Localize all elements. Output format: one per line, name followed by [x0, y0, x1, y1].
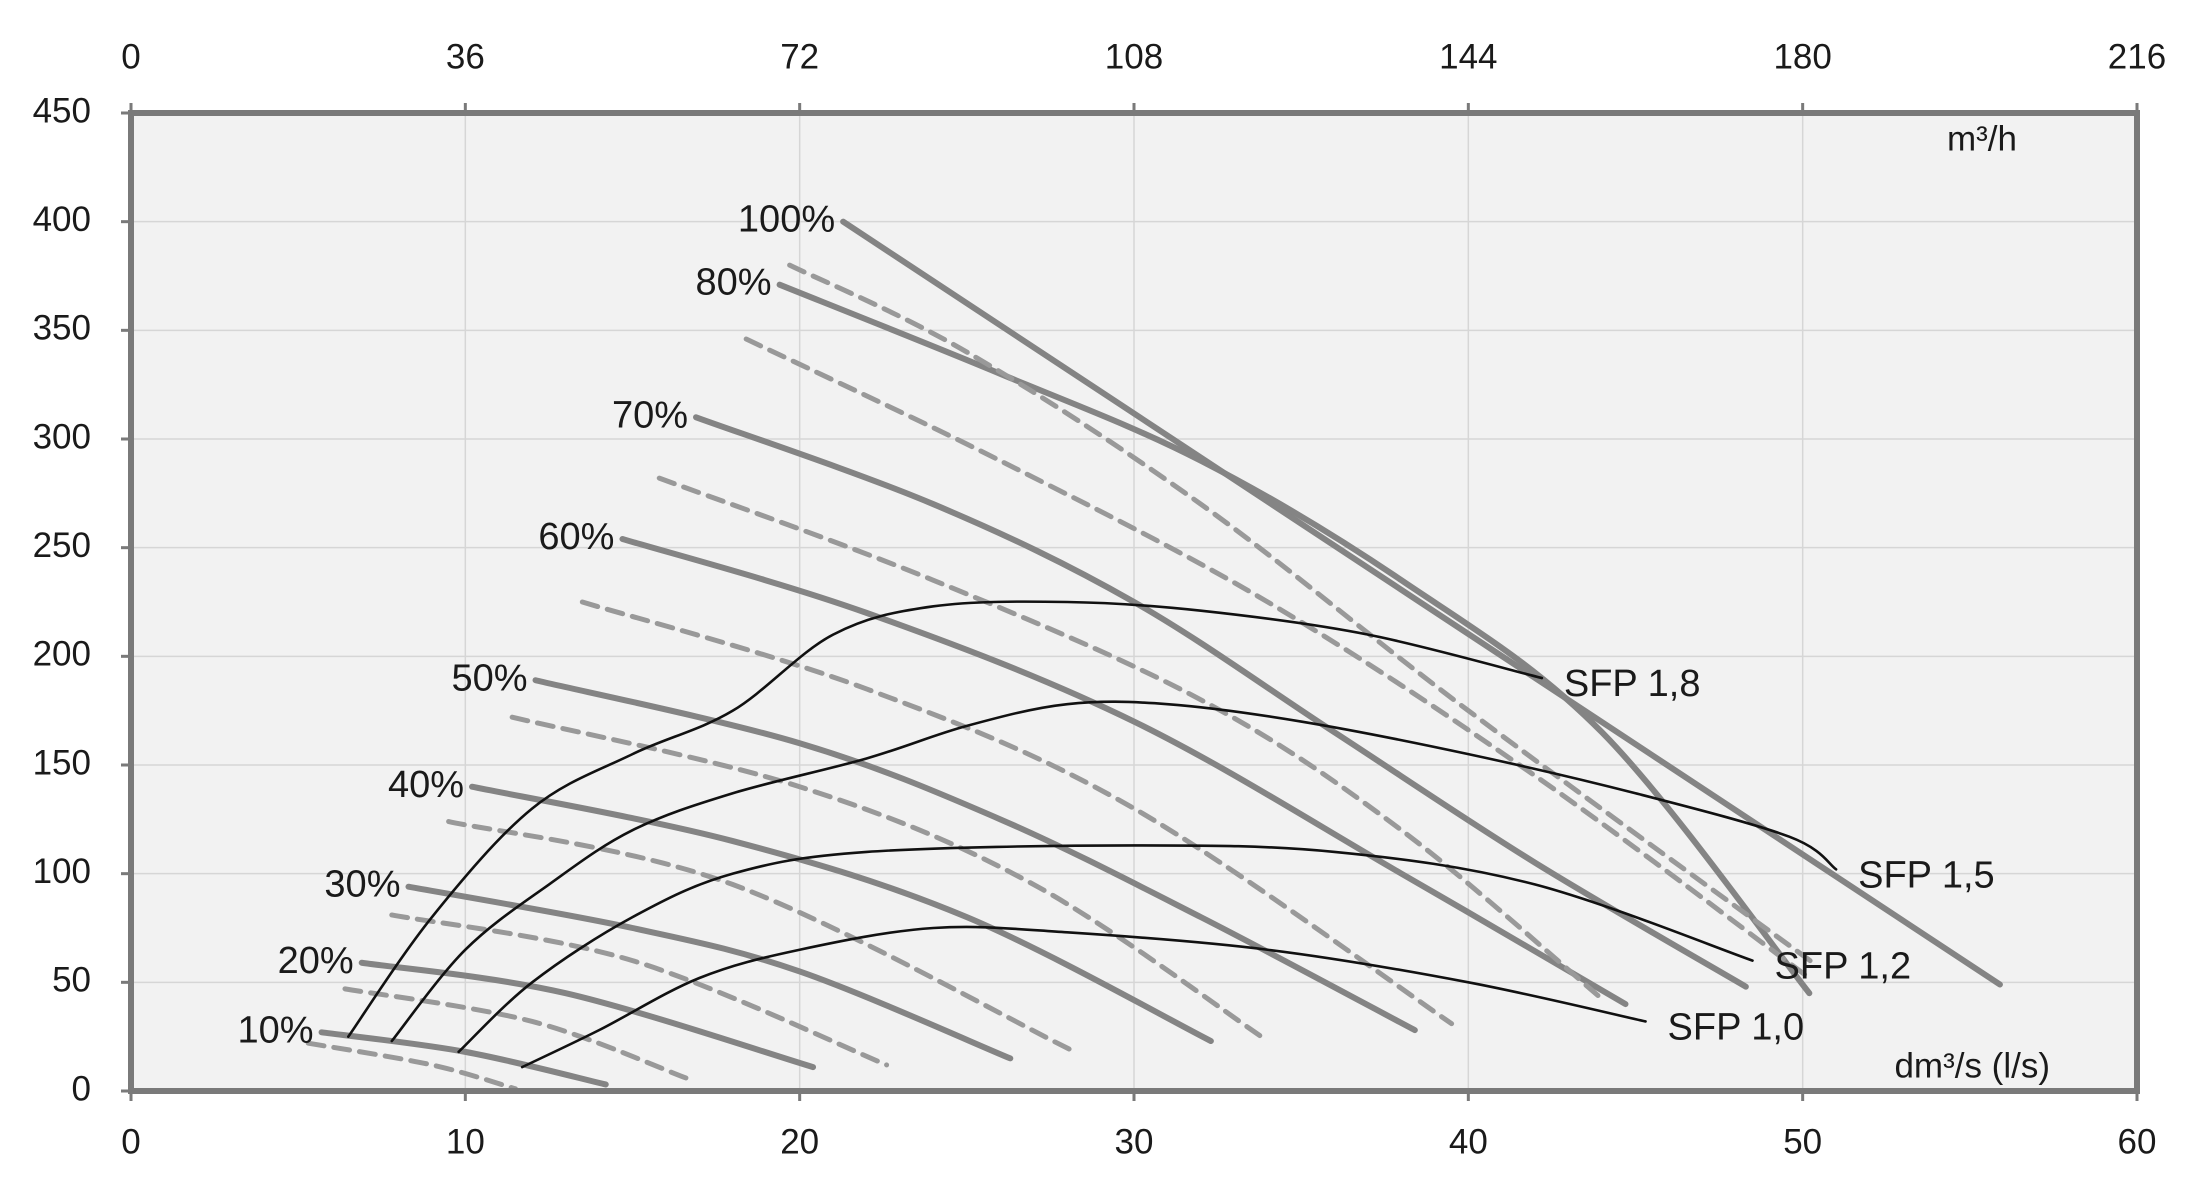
dashed-curve	[305, 1040, 518, 1092]
dashed-curve	[743, 336, 1812, 981]
curve-label: SFP 1,5	[1858, 854, 1995, 896]
x-tick-label: 0	[121, 1122, 140, 1161]
y-tick-label: 300	[33, 417, 91, 456]
dashed-curve	[787, 262, 1819, 968]
curve-label: 70%	[612, 394, 688, 436]
fan-speed-curve	[693, 414, 1749, 990]
dashed-curve	[509, 714, 1271, 1044]
y-tick-label: 100	[33, 852, 91, 891]
x2-tick-label: 180	[1773, 37, 1831, 76]
fan-speed-curve	[405, 883, 1014, 1062]
y-tick-label: 0	[72, 1069, 91, 1108]
x-tick-label: 40	[1449, 1122, 1488, 1161]
fan-speed-curve	[619, 535, 1629, 1008]
sfp-curve	[347, 600, 1544, 1038]
curve-label: 100%	[738, 199, 835, 241]
x-axis-label: dm³/s (l/s)	[1894, 1046, 2050, 1085]
dashed-curve	[446, 819, 1073, 1053]
fan-speed-curve	[358, 959, 817, 1071]
sfp-curve	[520, 925, 1647, 1069]
y-tick-label: 350	[33, 309, 91, 348]
y-tick-label: 250	[33, 526, 91, 565]
x2-tick-label: 0	[121, 37, 140, 76]
dashed-curve	[579, 599, 1455, 1027]
fan-speed-curve	[318, 1029, 609, 1088]
y-tick-label: 450	[33, 91, 91, 130]
x-tick-label: 10	[446, 1122, 485, 1161]
curve-label: 30%	[324, 864, 400, 906]
curve-label: 40%	[388, 764, 464, 806]
y-tick-label: 400	[33, 200, 91, 239]
x-tick-label: 30	[1115, 1122, 1154, 1161]
curve-label: SFP 1,0	[1668, 1006, 1805, 1048]
x2-tick-label: 108	[1105, 37, 1163, 76]
x2-tick-label: 144	[1439, 37, 1497, 76]
x2-tick-label: 36	[446, 37, 485, 76]
fan-speed-curve	[532, 677, 1418, 1034]
y-tick-label: 150	[33, 743, 91, 782]
curve-label: 10%	[238, 1009, 314, 1051]
fan-speed-curve	[469, 783, 1214, 1045]
x-tick-label: 20	[780, 1122, 819, 1161]
x-tick-label: 60	[2118, 1122, 2157, 1161]
curve-label: 60%	[538, 516, 614, 558]
curve-label: SFP 1,8	[1564, 663, 1701, 705]
sfp-curve	[457, 844, 1754, 1054]
x-tick-label: 50	[1783, 1122, 1822, 1161]
dashed-curve	[389, 912, 890, 1068]
y-tick-label: 50	[52, 961, 91, 1000]
curve-label: 20%	[278, 940, 354, 982]
fan-speed-curve	[840, 218, 2003, 988]
dashed-curve	[342, 986, 689, 1081]
curve-label: 50%	[451, 657, 527, 699]
x2-tick-label: 72	[780, 37, 819, 76]
x2-tick-label: 216	[2108, 37, 2166, 76]
fan-speed-curve	[776, 281, 1813, 997]
sfp-curve	[390, 700, 1838, 1043]
x2-axis-label: m³/h	[1947, 119, 2017, 158]
dashed-curve	[656, 475, 1608, 1005]
curve-label: SFP 1,2	[1775, 946, 1912, 988]
y-tick-label: 200	[33, 635, 91, 674]
curve-label: 80%	[696, 262, 772, 304]
